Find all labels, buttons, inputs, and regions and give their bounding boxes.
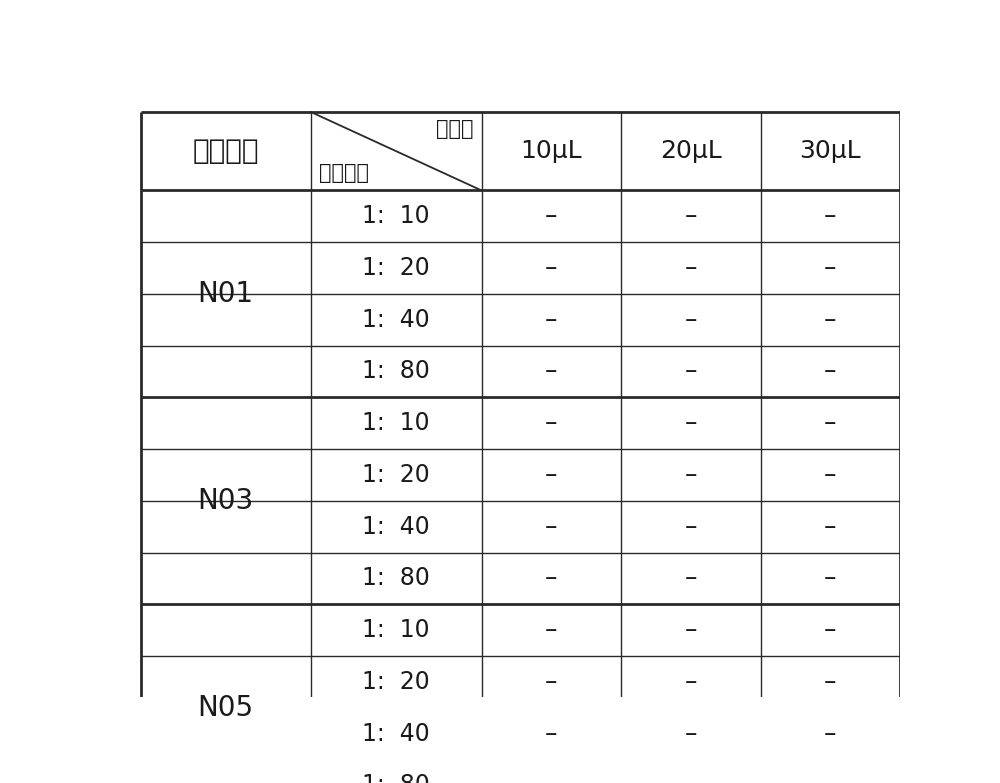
- Text: –: –: [684, 774, 697, 783]
- Text: –: –: [824, 359, 836, 384]
- Text: 1:  40: 1: 40: [362, 308, 430, 332]
- Text: –: –: [684, 722, 697, 745]
- Text: –: –: [824, 670, 836, 694]
- Text: 1:  80: 1: 80: [362, 566, 430, 590]
- Text: –: –: [824, 463, 836, 487]
- Text: 加样量: 加样量: [436, 119, 474, 139]
- Text: 1:  40: 1: 40: [362, 722, 430, 745]
- Text: –: –: [684, 359, 697, 384]
- Text: 1:  10: 1: 10: [362, 204, 430, 229]
- Text: –: –: [545, 359, 558, 384]
- Text: –: –: [545, 411, 558, 435]
- Text: –: –: [824, 256, 836, 280]
- Text: 1:  80: 1: 80: [362, 359, 430, 384]
- Text: –: –: [684, 670, 697, 694]
- Text: –: –: [545, 463, 558, 487]
- Text: –: –: [824, 618, 836, 642]
- Text: 血清编号: 血清编号: [192, 137, 259, 165]
- Text: 稀释倍数: 稀释倍数: [319, 163, 369, 183]
- Text: 1:  80: 1: 80: [362, 774, 430, 783]
- Text: –: –: [824, 722, 836, 745]
- Text: 30μL: 30μL: [799, 139, 861, 163]
- Text: –: –: [824, 308, 836, 332]
- Text: N05: N05: [198, 694, 254, 722]
- Text: 1:  20: 1: 20: [362, 463, 430, 487]
- Text: –: –: [545, 566, 558, 590]
- Text: 1:  40: 1: 40: [362, 514, 430, 539]
- Text: –: –: [684, 566, 697, 590]
- Text: –: –: [824, 566, 836, 590]
- Text: 1:  10: 1: 10: [362, 618, 430, 642]
- Text: –: –: [545, 670, 558, 694]
- Text: 1:  20: 1: 20: [362, 670, 430, 694]
- Text: –: –: [684, 308, 697, 332]
- Text: N03: N03: [198, 487, 254, 514]
- Text: –: –: [684, 463, 697, 487]
- Text: –: –: [824, 204, 836, 229]
- Text: –: –: [545, 618, 558, 642]
- Text: –: –: [684, 411, 697, 435]
- Text: –: –: [684, 618, 697, 642]
- Text: N01: N01: [198, 280, 254, 308]
- Text: 1:  20: 1: 20: [362, 256, 430, 280]
- Text: 20μL: 20μL: [660, 139, 722, 163]
- Text: –: –: [545, 204, 558, 229]
- Text: –: –: [684, 514, 697, 539]
- Text: 1:  10: 1: 10: [362, 411, 430, 435]
- Text: –: –: [545, 722, 558, 745]
- Text: –: –: [824, 411, 836, 435]
- Text: –: –: [684, 204, 697, 229]
- Text: 10μL: 10μL: [520, 139, 582, 163]
- Text: –: –: [545, 308, 558, 332]
- Text: –: –: [545, 256, 558, 280]
- Text: –: –: [824, 774, 836, 783]
- Text: –: –: [824, 514, 836, 539]
- Text: –: –: [545, 514, 558, 539]
- Text: –: –: [545, 774, 558, 783]
- Text: –: –: [684, 256, 697, 280]
